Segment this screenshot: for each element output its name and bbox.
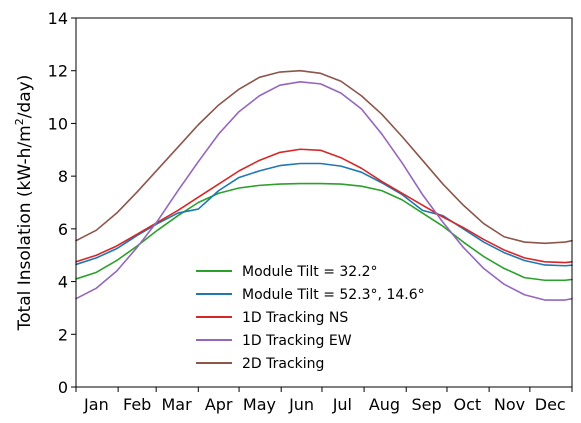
y-axis-label-tail: /day) xyxy=(15,75,35,119)
x-tick-label-jun: Jun xyxy=(288,395,314,414)
y-tick-label: 12 xyxy=(48,62,68,81)
x-tick-label-nov: Nov xyxy=(494,395,525,414)
legend-item-1: Module Tilt = 32.2° xyxy=(196,264,378,280)
y-tick-label: 10 xyxy=(48,114,68,133)
legend-label: 1D Tracking NS xyxy=(242,310,348,326)
x-tick-label-sep: Sep xyxy=(412,395,442,414)
x-tick-label-dec: Dec xyxy=(535,395,566,414)
legend-label: 1D Tracking EW xyxy=(242,333,352,349)
legend-item-5: 2D Tracking xyxy=(196,356,324,372)
y-tick-label: 8 xyxy=(58,167,68,186)
series-line-5 xyxy=(75,69,573,245)
y-tick-label: 0 xyxy=(58,378,68,397)
x-tick-label-oct: Oct xyxy=(454,395,482,414)
legend-item-4: 1D Tracking EW xyxy=(196,333,352,349)
x-tick-label-jan: Jan xyxy=(83,395,109,414)
legend-label: Module Tilt = 52.3°, 14.6° xyxy=(242,287,425,303)
x-tick-label-jul: Jul xyxy=(332,395,352,414)
y-tick-label: 6 xyxy=(58,220,68,239)
series-line-3 xyxy=(75,148,573,264)
y-tick-label: 2 xyxy=(58,325,68,344)
y-axis: 0 2 4 6 8 10 12 14 xyxy=(48,9,76,397)
x-tick-label-mar: Mar xyxy=(161,395,192,414)
legend-item-2: Module Tilt = 52.3°, 14.6° xyxy=(196,287,425,303)
series-lines xyxy=(75,69,573,301)
legend: Module Tilt = 32.2° Module Tilt = 52.3°, … xyxy=(196,264,425,372)
x-axis: Jan Feb Mar Apr May Jun Jul Aug Sep Oct Nov Dec xyxy=(75,387,573,414)
x-tick-label-feb: Feb xyxy=(123,395,151,414)
series-line-2 xyxy=(75,162,573,267)
y-axis-label-superscript: 2 xyxy=(13,118,26,125)
y-tick-label: 4 xyxy=(58,273,68,292)
x-tick-label-may: May xyxy=(243,395,276,414)
plot-frame xyxy=(75,17,573,388)
x-tick-label-apr: Apr xyxy=(205,395,233,414)
legend-item-3: 1D Tracking NS xyxy=(196,310,348,326)
x-tick-label-aug: Aug xyxy=(369,395,400,414)
legend-label: Module Tilt = 32.2° xyxy=(242,264,378,280)
legend-label: 2D Tracking xyxy=(242,356,324,372)
y-axis-label: Total Insolation (kW-h/m2/day) xyxy=(13,75,35,332)
y-tick-label: 14 xyxy=(48,9,68,28)
y-axis-label-main: Total Insolation (kW-h/m xyxy=(15,125,35,331)
series-line-4 xyxy=(75,80,573,301)
series-line-1 xyxy=(75,182,573,282)
